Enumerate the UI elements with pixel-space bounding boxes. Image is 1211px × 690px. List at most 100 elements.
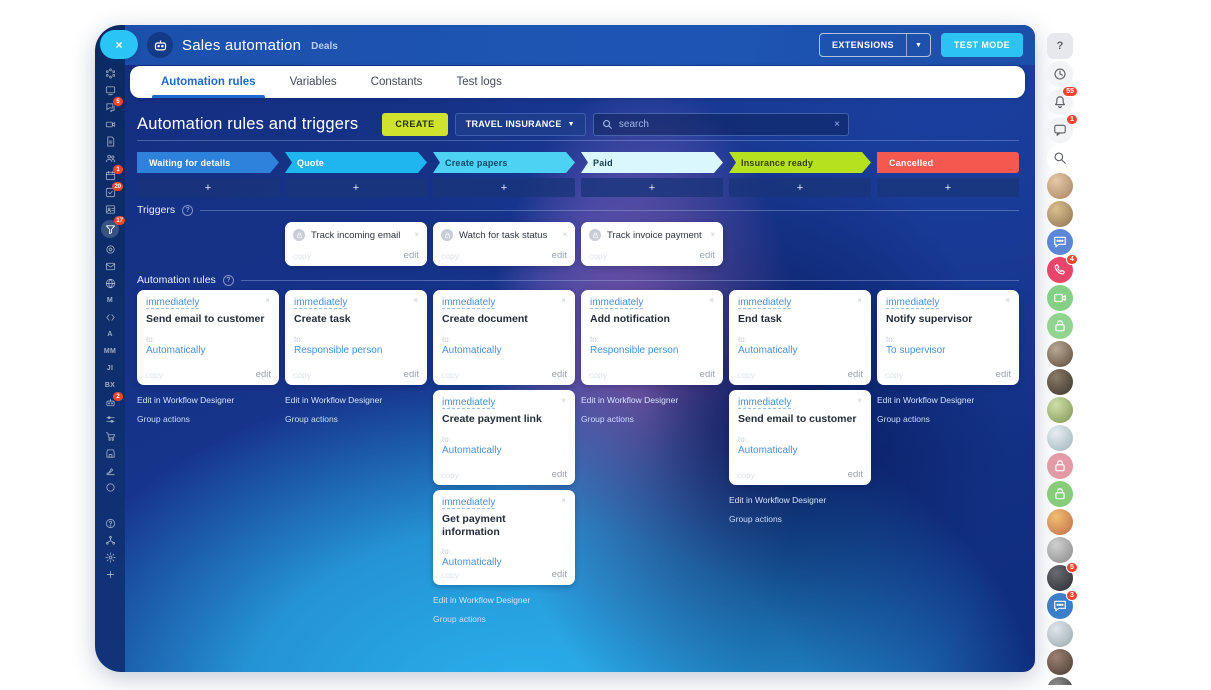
target-link[interactable]: Responsible person	[590, 344, 679, 356]
target-link[interactable]: To supervisor	[886, 344, 946, 356]
sidebar-item-spinner-icon[interactable]	[103, 67, 117, 79]
workflow-designer-link[interactable]: Edit in Workflow Designer	[729, 495, 827, 505]
copy-link[interactable]: copy	[441, 369, 459, 380]
camera-icon[interactable]	[1047, 285, 1073, 311]
edit-link[interactable]: edit	[403, 250, 419, 261]
phone-icon[interactable]: 4	[1047, 254, 1078, 283]
target-link[interactable]: Automatically	[146, 344, 206, 356]
copy-link[interactable]: copy	[737, 469, 755, 480]
copy-link[interactable]: copy	[293, 250, 311, 261]
close-icon[interactable]: ×	[857, 396, 862, 405]
sidebar-item-crm-funnel-icon[interactable]: 17	[101, 216, 125, 238]
sidebar-item-circle-icon[interactable]	[103, 481, 117, 493]
sidebar-item-cart-icon[interactable]	[103, 430, 117, 442]
bell-icon[interactable]: 55	[1047, 86, 1078, 115]
avatar[interactable]	[1047, 397, 1073, 423]
workflow-designer-link[interactable]: Edit in Workflow Designer	[285, 395, 383, 405]
sidebar-item-people-icon[interactable]	[103, 152, 117, 164]
pipeline-select[interactable]: TRAVEL INSURANCE ▼	[454, 112, 586, 136]
avatar[interactable]	[1047, 509, 1073, 535]
lock-icon[interactable]	[1047, 453, 1073, 479]
rule-card[interactable]: immediately × Add notification to: Responsib…	[581, 290, 723, 385]
edit-link[interactable]: edit	[255, 369, 271, 380]
extensions-caret-icon[interactable]: ▼	[905, 34, 930, 56]
group-actions-link[interactable]: Group actions	[285, 414, 338, 424]
sidebar-item-contacts-icon[interactable]	[103, 203, 117, 215]
when-link[interactable]: immediately	[590, 297, 644, 309]
target-link[interactable]: Automatically	[738, 444, 798, 456]
when-link[interactable]: immediately	[738, 297, 792, 309]
avatar[interactable]	[1047, 537, 1073, 563]
stage-cancelled[interactable]: Cancelled	[877, 152, 1019, 173]
add-rule-button[interactable]: +	[285, 178, 427, 197]
copy-link[interactable]: copy	[441, 469, 459, 480]
edit-link[interactable]: edit	[995, 369, 1011, 380]
close-icon[interactable]: ×	[710, 230, 715, 239]
add-rule-button[interactable]: +	[877, 178, 1019, 197]
close-icon[interactable]: ×	[562, 230, 567, 239]
rule-card[interactable]: immediately × End task to: Automatically copy…	[729, 290, 871, 385]
group-chat-icon[interactable]	[1047, 229, 1073, 255]
target-link[interactable]: Automatically	[442, 557, 502, 569]
target-link[interactable]: Automatically	[738, 344, 798, 356]
lock-icon[interactable]	[1047, 313, 1073, 339]
sidebar-item-network-icon[interactable]	[103, 534, 117, 546]
stage-create-papers[interactable]: Create papers	[433, 152, 575, 173]
group-actions-link[interactable]: Group actions	[729, 514, 782, 524]
create-button[interactable]: CREATE	[382, 112, 448, 136]
close-icon[interactable]: ×	[561, 296, 566, 305]
rule-card[interactable]: immediately × Create document to: Automatica…	[433, 290, 575, 385]
trigger-card[interactable]: Track invoice payment × copy edit	[581, 222, 723, 266]
avatar[interactable]	[1047, 425, 1073, 451]
search-input[interactable]	[618, 118, 829, 130]
avatar[interactable]	[1047, 649, 1073, 675]
tab-variables[interactable]: Variables	[289, 76, 337, 88]
sidebar-item-chats-icon[interactable]: 5	[103, 97, 123, 113]
copy-link[interactable]: copy	[145, 369, 163, 380]
sidebar-item-app-a-icon[interactable]: A	[107, 330, 113, 338]
when-link[interactable]: immediately	[886, 297, 940, 309]
when-link[interactable]: immediately	[294, 297, 348, 309]
help-icon[interactable]: ?	[222, 274, 234, 286]
sidebar-item-desktop-icon[interactable]	[103, 84, 117, 96]
target-link[interactable]: Automatically	[442, 344, 502, 356]
history-icon[interactable]	[1047, 61, 1073, 87]
group-actions-link[interactable]: Group actions	[433, 614, 486, 624]
workflow-designer-link[interactable]: Edit in Workflow Designer	[877, 395, 975, 405]
sidebar-item-app-ji-icon[interactable]: JI	[106, 364, 114, 372]
edit-link[interactable]: edit	[403, 369, 419, 380]
avatar[interactable]	[1047, 621, 1073, 647]
sidebar-item-help-icon[interactable]	[103, 517, 117, 529]
sidebar-item-plus-icon[interactable]	[103, 568, 117, 580]
sidebar-item-target-icon[interactable]	[103, 243, 117, 255]
help-icon[interactable]: ?	[182, 204, 194, 216]
close-icon[interactable]: ×	[709, 296, 714, 305]
edit-link[interactable]: edit	[699, 250, 715, 261]
group-chat-icon[interactable]: 3	[1047, 590, 1078, 619]
close-icon[interactable]: ×	[1005, 296, 1010, 305]
avatar[interactable]	[1047, 201, 1073, 227]
trigger-card[interactable]: Track incoming email × copy edit	[285, 222, 427, 266]
search-clear-icon[interactable]: ×	[834, 118, 840, 130]
close-window-button[interactable]: ×	[100, 30, 138, 59]
edit-link[interactable]: edit	[551, 369, 567, 380]
sidebar-item-market-icon[interactable]: M	[106, 296, 114, 304]
search-icon[interactable]	[1047, 145, 1073, 171]
rule-card[interactable]: immediately × Create payment link to: Automa…	[433, 390, 575, 485]
copy-link[interactable]: copy	[737, 369, 755, 380]
rule-card[interactable]: immediately × Get payment information to: Au…	[433, 490, 575, 585]
chat-icon[interactable]: 1	[1047, 114, 1078, 143]
sidebar-item-developer-icon[interactable]	[103, 311, 117, 323]
copy-link[interactable]: copy	[441, 250, 459, 261]
avatar[interactable]	[1047, 173, 1073, 199]
avatar[interactable]	[1047, 369, 1073, 395]
stage-insurance-ready[interactable]: Insurance ready	[729, 152, 871, 173]
sidebar-item-app-mm-icon[interactable]: MM	[103, 347, 117, 355]
workflow-designer-link[interactable]: Edit in Workflow Designer	[581, 395, 679, 405]
when-link[interactable]: immediately	[146, 297, 200, 309]
sidebar-item-meetings-icon[interactable]	[103, 118, 117, 130]
copy-link[interactable]: copy	[589, 250, 607, 261]
stage-waiting-for-details[interactable]: Waiting for details	[137, 152, 279, 173]
when-link[interactable]: immediately	[738, 397, 792, 409]
rule-card[interactable]: immediately × Notify supervisor to: To super…	[877, 290, 1019, 385]
